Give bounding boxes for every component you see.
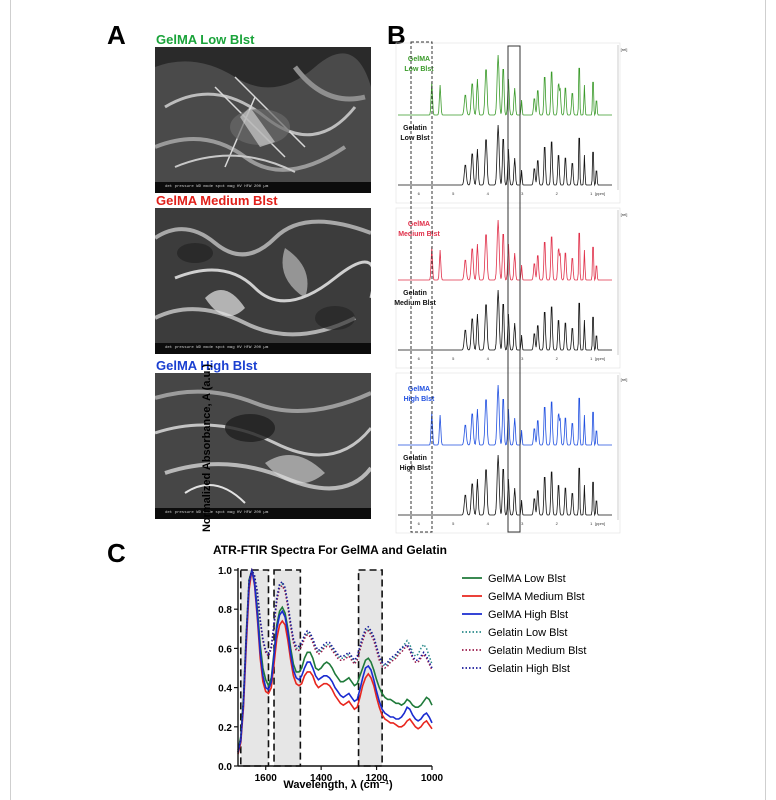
nmr-gelma-label: Medium Blst — [398, 231, 440, 238]
nmr-gelma-label: Low Blst — [404, 66, 434, 73]
nmr-highlight-vinyl — [410, 41, 433, 533]
nmr-x-tick-label: 1 — [590, 191, 593, 196]
nmr-gelatin-spectrum — [398, 289, 612, 352]
nmr-group: GelMA Medium Blst Gelatin Medium Blst 6 5 4 3 2 1… — [394, 207, 628, 369]
nmr-x-tick-label: 1 — [590, 521, 593, 526]
x-tick-label: 1200 — [365, 773, 388, 784]
y-tick-label: 0.0 — [218, 762, 232, 773]
nmr-gelma-label: High Blst — [404, 396, 435, 403]
nmr-x-tick-label: 4 — [487, 521, 490, 526]
figure-frame — [10, 0, 766, 800]
legend-label: Gelatin Medium Blst — [488, 645, 586, 657]
legend-label: GelMA Low Blst — [488, 573, 566, 585]
nmr-gelma-spectrum — [398, 384, 612, 447]
nmr-gelma-label: GelMA — [408, 221, 430, 228]
nmr-x-tick-label: 4 — [487, 191, 490, 196]
ftir-series-line — [237, 569, 433, 755]
nmr-x-tick-label: 3 — [521, 356, 524, 361]
x-tick-label: 1600 — [255, 773, 278, 784]
nmr-x-tick-label: 1 — [590, 356, 593, 361]
x-axis-label: Wavelength, λ (cm⁻¹) — [283, 779, 393, 791]
nmr-x-tick-label: 3 — [521, 521, 524, 526]
nmr-gelatin-label: Gelatin — [403, 290, 427, 297]
ftir-highlight-band — [273, 569, 302, 767]
x-tick-label: 1400 — [310, 773, 333, 784]
legend-label: Gelatin Low Blst — [488, 627, 567, 639]
panel-a-label: A — [107, 20, 126, 50]
sem-title-gelma-medium: GelMA Medium Blst — [156, 193, 278, 208]
y-tick-label: 0.2 — [218, 723, 232, 734]
ftir-lines — [237, 567, 433, 755]
nmr-gelma-spectrum — [398, 219, 612, 282]
nmr-group: GelMA High Blst Gelatin High Blst 6 5 4 3 2 1 [ppm… — [395, 372, 628, 534]
nmr-x-tick-label: 6 — [418, 521, 421, 526]
nmr-axis-unit: [ppm] — [595, 191, 605, 196]
chart-legend: GelMA Low Blst GelMA Medium Blst GelMA Hig… — [462, 573, 586, 675]
legend-label: GelMA High Blst — [488, 609, 568, 621]
nmr-gelatin-label: High Blst — [400, 465, 431, 472]
sem-texture — [155, 208, 371, 354]
nmr-y-unit: [rel] — [621, 47, 628, 52]
nmr-gelatin-label: Gelatin — [403, 125, 427, 132]
nmr-gelatin-label: Low Blst — [400, 135, 430, 142]
sem-texture — [155, 47, 371, 193]
nmr-x-tick-label: 5 — [452, 191, 455, 196]
nmr-x-tick-label: 3 — [521, 191, 524, 196]
nmr-x-tick-label: 2 — [556, 356, 559, 361]
nmr-x-tick-label: 2 — [556, 521, 559, 526]
sem-texture — [155, 373, 371, 519]
nmr-x-tick-label: 6 — [418, 356, 421, 361]
nmr-group: GelMA Low Blst Gelatin Low Blst 6 5 4 3 2 1 [ppm] [… — [395, 42, 628, 204]
ftir-series-line — [237, 567, 433, 753]
y-tick-label: 0.8 — [218, 605, 232, 616]
sem-image-gelma-low: det pressure WD mode spot mag HV HFW 200… — [155, 47, 371, 193]
nmr-highlight-methyl — [507, 45, 521, 533]
nmr-gelatin-spectrum — [398, 124, 612, 187]
panel-c-label: C — [107, 538, 126, 568]
nmr-gelma-label: GelMA — [408, 56, 430, 63]
nmr-gelatin-label: Gelatin — [403, 455, 427, 462]
chart-title: ATR-FTIR Spectra For GelMA and Gelatin — [213, 543, 447, 557]
y-axis-label: Normalized Absorbance, A (a.u.) — [201, 364, 213, 532]
ftir-series-line — [237, 569, 433, 753]
nmr-y-unit: [rel] — [621, 377, 628, 382]
y-tick-label: 1.0 — [218, 566, 232, 577]
nmr-gelma-label: GelMA — [408, 386, 430, 393]
sem-image-gelma-medium: det pressure WD mode spot mag HV HFW 200… — [155, 208, 371, 354]
sem-title-gelma-high: GelMA High Blst — [156, 358, 258, 373]
nmr-gelatin-label: Medium Blst — [394, 300, 436, 307]
nmr-x-tick-label: 6 — [418, 191, 421, 196]
nmr-axis-unit: [ppm] — [595, 356, 605, 361]
legend-label: GelMA Medium Blst — [488, 591, 585, 603]
nmr-x-tick-label: 4 — [487, 356, 490, 361]
nmr-y-unit: [rel] — [621, 212, 628, 217]
y-tick-label: 0.4 — [218, 684, 232, 695]
nmr-axis-unit: [ppm] — [595, 521, 605, 526]
nmr-x-tick-label: 5 — [452, 521, 455, 526]
x-tick-label: 1000 — [421, 773, 444, 784]
ftir-series-line — [237, 569, 433, 751]
ftir-bands — [239, 569, 383, 767]
sem-image-gelma-high: det pressure WD mode spot mag HV HFW 200… — [155, 373, 371, 519]
sem-info-bar: det pressure WD mode spot mag HV HFW 200… — [155, 182, 371, 193]
sem-info-bar: det pressure WD mode spot mag HV HFW 200… — [155, 343, 371, 354]
sem-info-bar: det pressure WD mode spot mag HV HFW 200… — [155, 508, 371, 519]
ftir-axes: 0.0 0.2 0.4 0.6 0.8 1.0 1600 1400 1200 1000 — [218, 566, 443, 784]
y-tick-label: 0.6 — [218, 644, 232, 655]
nmr-gelma-spectrum — [398, 54, 612, 117]
panel-b-label: B — [387, 20, 406, 50]
nmr-gelatin-spectrum — [398, 454, 612, 517]
nmr-x-tick-label: 2 — [556, 191, 559, 196]
nmr-x-tick-label: 5 — [452, 356, 455, 361]
sem-title-gelma-low: GelMA Low Blst — [156, 32, 255, 47]
legend-label: Gelatin High Blst — [488, 663, 570, 675]
